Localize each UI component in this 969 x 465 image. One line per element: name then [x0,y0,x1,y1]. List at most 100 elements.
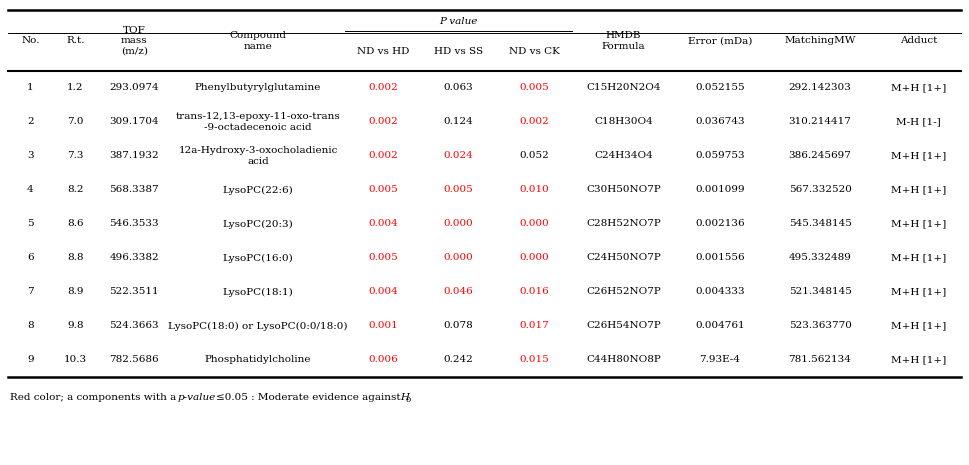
Text: 0.001099: 0.001099 [695,186,744,194]
Text: 0.078: 0.078 [444,321,474,331]
Text: 387.1932: 387.1932 [109,152,159,160]
Text: M+H [1+]: M+H [1+] [891,186,946,194]
Text: LysoPC(22:6): LysoPC(22:6) [223,186,294,194]
Text: LysoPC(20:3): LysoPC(20:3) [223,219,294,229]
Text: ND vs HD: ND vs HD [357,47,409,57]
Text: 8.9: 8.9 [67,287,83,297]
Text: LysoPC(18:0) or LysoPC(0:0/18:0): LysoPC(18:0) or LysoPC(0:0/18:0) [169,321,348,331]
Text: 0.000: 0.000 [444,253,474,263]
Text: C15H20N2O4: C15H20N2O4 [586,84,661,93]
Text: H: H [400,392,409,401]
Text: HD vs SS: HD vs SS [434,47,484,57]
Text: C24H50NO7P: C24H50NO7P [586,253,661,263]
Text: C26H52NO7P: C26H52NO7P [586,287,661,297]
Text: 1: 1 [27,84,34,93]
Text: 0.016: 0.016 [519,287,548,297]
Text: 781.562134: 781.562134 [789,356,852,365]
Text: 7: 7 [27,287,34,297]
Text: C24H34O4: C24H34O4 [594,152,653,160]
Text: 545.348145: 545.348145 [789,219,852,228]
Text: 495.332489: 495.332489 [789,253,852,263]
Text: 0.002: 0.002 [368,118,398,126]
Text: 0.001: 0.001 [368,321,398,331]
Text: 0.059753: 0.059753 [695,152,744,160]
Text: p-value: p-value [178,392,216,401]
Text: M+H [1+]: M+H [1+] [891,253,946,263]
Text: 7.0: 7.0 [67,118,83,126]
Text: C30H50NO7P: C30H50NO7P [586,186,661,194]
Text: 0.004761: 0.004761 [695,321,744,331]
Text: 568.3387: 568.3387 [109,186,159,194]
Text: 8.2: 8.2 [67,186,83,194]
Text: 8.6: 8.6 [67,219,83,228]
Text: M+H [1+]: M+H [1+] [891,356,946,365]
Text: 10.3: 10.3 [64,356,87,365]
Text: 292.142303: 292.142303 [789,84,852,93]
Text: C26H54NO7P: C26H54NO7P [586,321,661,331]
Text: C28H52NO7P: C28H52NO7P [586,219,661,228]
Text: 0.015: 0.015 [519,356,548,365]
Text: M+H [1+]: M+H [1+] [891,152,946,160]
Text: 2: 2 [27,118,34,126]
Text: 310.214417: 310.214417 [789,118,852,126]
Text: ND vs CK: ND vs CK [509,47,559,57]
Text: Compound
name: Compound name [230,31,287,51]
Text: 0.005: 0.005 [368,186,398,194]
Text: 4: 4 [27,186,34,194]
Text: 9: 9 [27,356,34,365]
Text: Error (mDa): Error (mDa) [688,36,752,46]
Text: 0.036743: 0.036743 [695,118,744,126]
Text: 782.5686: 782.5686 [109,356,159,365]
Text: 5: 5 [27,219,34,228]
Text: 0.002: 0.002 [519,118,548,126]
Text: 0: 0 [405,396,411,404]
Text: 386.245697: 386.245697 [789,152,852,160]
Text: M+H [1+]: M+H [1+] [891,84,946,93]
Text: C18H30O4: C18H30O4 [594,118,653,126]
Text: R.t.: R.t. [66,36,84,46]
Text: 293.0974: 293.0974 [109,84,159,93]
Text: 6: 6 [27,253,34,263]
Text: 0.004333: 0.004333 [695,287,744,297]
Text: MatchingMW: MatchingMW [784,36,856,46]
Text: 0.002: 0.002 [368,84,398,93]
Text: 0.017: 0.017 [519,321,548,331]
Text: 12a-Hydroxy-3-oxocholadienic
acid: 12a-Hydroxy-3-oxocholadienic acid [178,146,338,166]
Text: ≤0.05 : Moderate evidence against: ≤0.05 : Moderate evidence against [216,392,404,401]
Text: 0.063: 0.063 [444,84,474,93]
Text: 0.046: 0.046 [444,287,474,297]
Text: 309.1704: 309.1704 [109,118,159,126]
Text: 7.93E-4: 7.93E-4 [700,356,740,365]
Text: P value: P value [439,18,478,27]
Text: 9.8: 9.8 [67,321,83,331]
Text: M+H [1+]: M+H [1+] [891,219,946,228]
Text: Phosphatidylcholine: Phosphatidylcholine [204,356,311,365]
Text: 523.363770: 523.363770 [789,321,852,331]
Text: 522.3511: 522.3511 [109,287,159,297]
Text: 0.004: 0.004 [368,287,398,297]
Text: 3: 3 [27,152,34,160]
Text: 0.005: 0.005 [444,186,474,194]
Text: 0.002: 0.002 [368,152,398,160]
Text: Adduct: Adduct [900,36,937,46]
Text: M+H [1+]: M+H [1+] [891,321,946,331]
Text: 0.005: 0.005 [519,84,548,93]
Text: 7.3: 7.3 [67,152,83,160]
Text: LysoPC(16:0): LysoPC(16:0) [223,253,294,263]
Text: HMDB
Formula: HMDB Formula [602,31,645,51]
Text: TOF
mass
(m/z): TOF mass (m/z) [121,26,147,56]
Text: trans-12,13-epoxy-11-oxo-trans
-9-octadecenoic acid: trans-12,13-epoxy-11-oxo-trans -9-octade… [175,113,340,132]
Text: 0.024: 0.024 [444,152,474,160]
Text: 0.006: 0.006 [368,356,398,365]
Text: 0.005: 0.005 [368,253,398,263]
Text: 0.010: 0.010 [519,186,548,194]
Text: 0.004: 0.004 [368,219,398,228]
Text: 0.052: 0.052 [519,152,548,160]
Text: 0.000: 0.000 [519,253,548,263]
Text: 8.8: 8.8 [67,253,83,263]
Text: No.: No. [21,36,40,46]
Text: LysoPC(18:1): LysoPC(18:1) [223,287,294,297]
Text: 1.2: 1.2 [67,84,83,93]
Text: C44H80NO8P: C44H80NO8P [586,356,661,365]
Text: Phenylbutyrylglutamine: Phenylbutyrylglutamine [195,84,322,93]
